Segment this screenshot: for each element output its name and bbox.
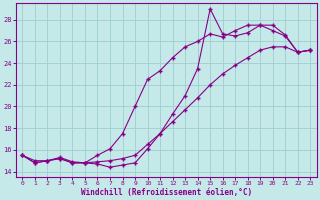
X-axis label: Windchill (Refroidissement éolien,°C): Windchill (Refroidissement éolien,°C)	[81, 188, 252, 197]
